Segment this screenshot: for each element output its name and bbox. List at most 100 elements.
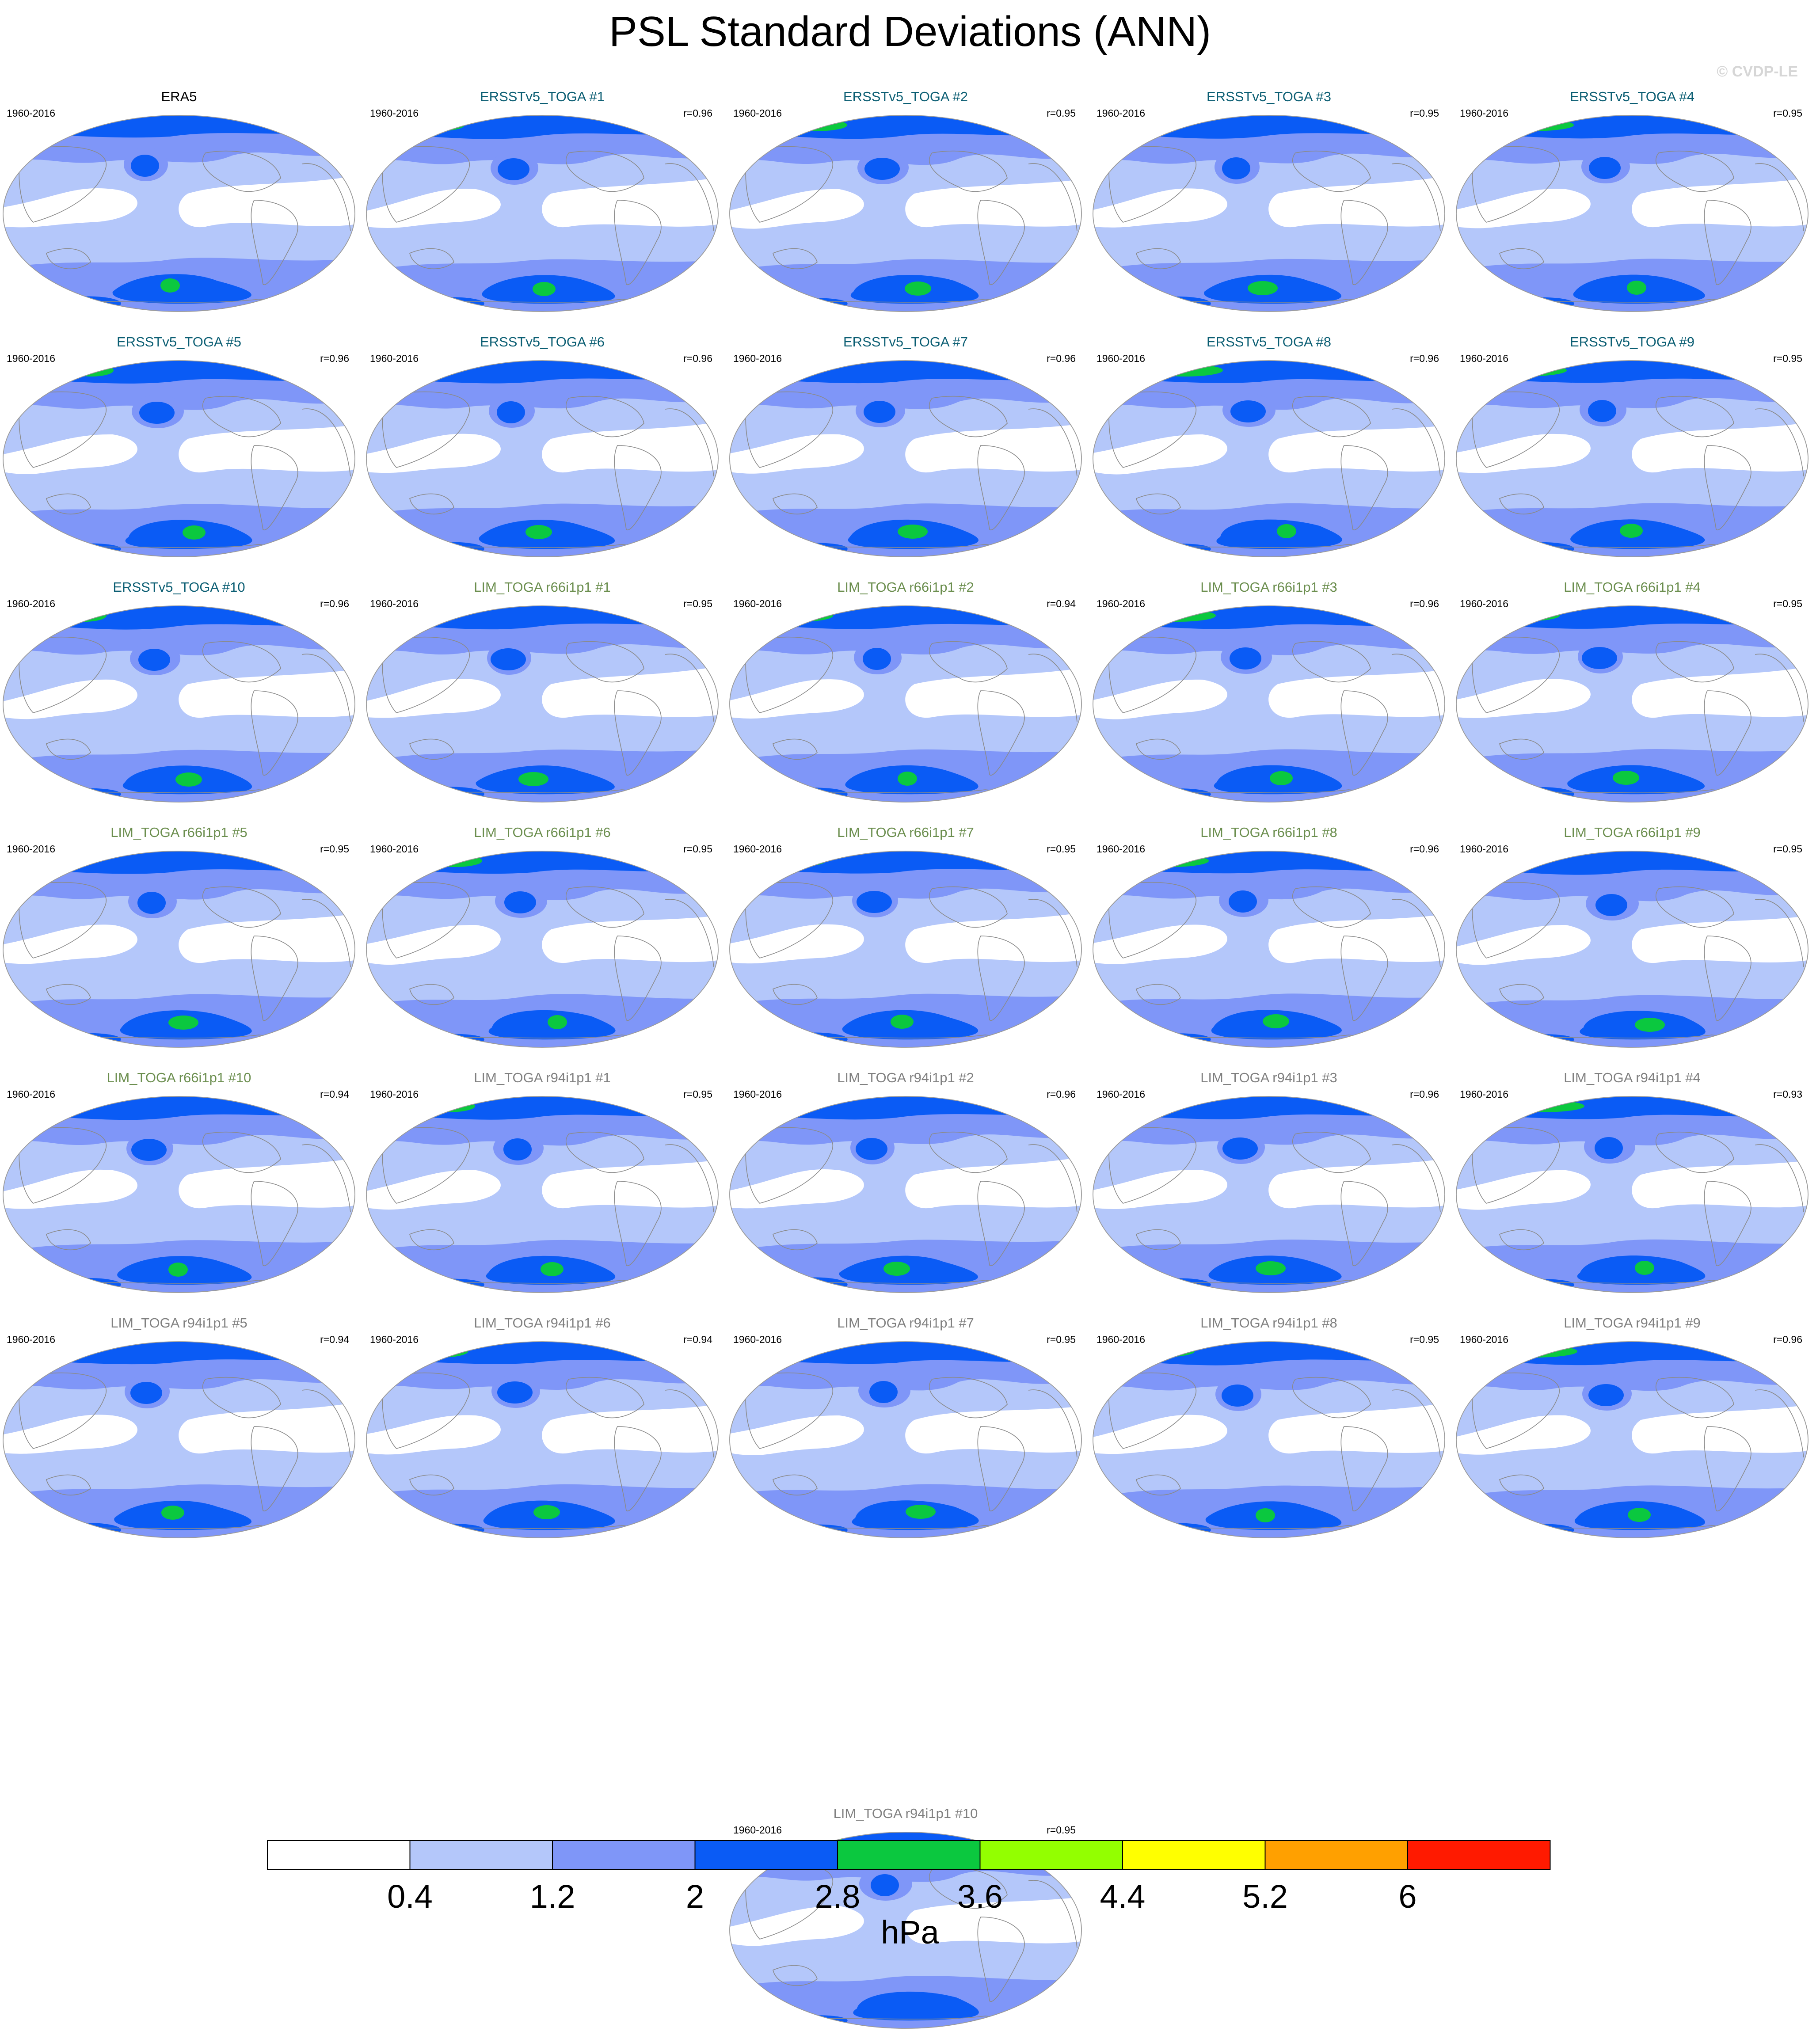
map-field <box>3 1342 355 1538</box>
panel-title: LIM_TOGA r94i1p1 #4 <box>1564 1070 1701 1085</box>
map-border <box>729 1341 1082 1538</box>
map-panel: LIM_TOGA r66i1p1 #1 1960-2016 r=0.95 <box>363 579 721 809</box>
field-level-2-2.8 <box>1582 647 1617 669</box>
coastline <box>1755 899 1804 967</box>
panel-correlation: r=0.95 <box>320 843 349 855</box>
coastline <box>1472 882 1560 959</box>
panel-correlation: r=0.96 <box>1410 598 1439 609</box>
coastline <box>382 391 470 468</box>
map-border <box>3 115 355 312</box>
field-level-0-0.4 <box>1632 1405 1808 1454</box>
map-field <box>1456 1342 1808 1538</box>
coastline <box>614 1181 662 1267</box>
panel-title: ERSSTv5_TOGA #9 <box>1570 334 1694 350</box>
map-plot <box>1456 360 1809 557</box>
field-level-0-0.4 <box>1632 1160 1808 1209</box>
coastline <box>1340 690 1388 776</box>
panel-title: LIM_TOGA r94i1p1 #9 <box>1564 1315 1701 1331</box>
field-level-0-0.4 <box>1456 679 1591 718</box>
map-panel: LIM_TOGA r66i1p1 #4 1960-2016 r=0.95 <box>1453 579 1811 809</box>
panel-correlation: r=0.95 <box>683 1088 712 1100</box>
field-level-2-2.8 <box>1595 1137 1623 1159</box>
map-border <box>366 360 719 557</box>
coastline <box>1028 408 1078 477</box>
panel-period: 1960-2016 <box>733 843 782 855</box>
map-panel: LIM_TOGA r66i1p1 #6 1960-2016 r=0.95 <box>363 824 721 1054</box>
panel-period: 1960-2016 <box>733 1824 782 1836</box>
panel-title: ERSSTv5_TOGA #2 <box>843 89 968 104</box>
map-panel: LIM_TOGA r94i1p1 #5 1960-2016 r=0.94 <box>0 1315 358 1544</box>
map-field <box>366 1342 718 1538</box>
field-level-2-2.8 <box>1146 788 1211 802</box>
field-level-2.8-3.6 <box>1613 771 1639 785</box>
map-field <box>730 1832 1081 2028</box>
field-level-0-0.4 <box>3 434 137 475</box>
coastline <box>409 738 454 760</box>
coastline <box>202 396 281 437</box>
coastline <box>1704 936 1751 1021</box>
coastline <box>745 636 834 713</box>
field-level-2-2.8 <box>1509 297 1574 312</box>
field-level-0-0.4 <box>730 434 864 474</box>
field-level-2-2.8 <box>3 361 355 384</box>
map-panel: LIM_TOGA r66i1p1 #5 1960-2016 r=0.95 <box>0 824 358 1054</box>
field-level-2-2.8 <box>1588 1384 1624 1406</box>
coastline <box>409 493 454 515</box>
field-level-2-2.8 <box>366 1096 718 1120</box>
coastline <box>46 493 91 515</box>
field-level-0-0.4 <box>542 1160 718 1209</box>
panel-period: 1960-2016 <box>1097 107 1145 119</box>
coastline <box>773 248 818 270</box>
field-level-2-2.8 <box>131 155 159 177</box>
colorbar-box <box>1264 1840 1408 1870</box>
field-level-0-0.4 <box>905 1406 1081 1454</box>
field-level-0-0.4 <box>366 189 501 228</box>
coastline <box>1704 690 1751 776</box>
field-level-0-0.4 <box>730 924 864 964</box>
coastline <box>1656 886 1734 928</box>
field-level-2-2.8 <box>1146 544 1211 557</box>
map-field <box>730 115 1081 312</box>
panel-title: LIM_TOGA r66i1p1 #6 <box>474 825 611 840</box>
map-plot <box>366 115 719 312</box>
map-border <box>1093 1096 1445 1293</box>
map-panel: LIM_TOGA r66i1p1 #10 1960-2016 r=0.94 <box>0 1069 358 1299</box>
field-level-2-2.8 <box>138 649 170 671</box>
field-level-2-2.8 <box>1093 1096 1445 1119</box>
coastline <box>1391 408 1441 477</box>
coastline <box>1656 150 1734 192</box>
map-plot <box>729 115 1082 312</box>
field-level-0-0.4 <box>3 188 137 228</box>
field-level-2-2.8 <box>491 648 526 670</box>
coastline <box>1108 882 1197 959</box>
coastline <box>46 1229 91 1251</box>
coastline <box>745 391 834 468</box>
panel-period: 1960-2016 <box>1460 107 1508 119</box>
field-level-2-2.8 <box>1588 400 1616 422</box>
map-panel: ERSSTv5_TOGA #2 1960-2016 r=0.95 <box>727 88 1085 318</box>
panel-correlation: r=0.95 <box>1410 1334 1439 1345</box>
map-field <box>1456 851 1808 1047</box>
field-level-0-0.4 <box>1632 916 1808 963</box>
map-plot <box>1456 605 1809 803</box>
coastline <box>1755 408 1804 477</box>
map-field <box>3 606 355 802</box>
field-level-2.8-3.6 <box>1256 1261 1286 1275</box>
field-level-0-0.4 <box>179 425 355 473</box>
map-border <box>1093 605 1445 803</box>
coastline <box>202 1377 281 1419</box>
field-level-2-2.8 <box>1456 1096 1808 1119</box>
field-level-2-2.8 <box>1456 1342 1808 1366</box>
coastline <box>1108 1127 1197 1204</box>
coastline <box>1292 396 1371 437</box>
coastline <box>46 738 91 760</box>
field-level-2-2.8 <box>1093 361 1445 383</box>
map-field <box>1093 851 1445 1047</box>
panel-correlation: r=0.95 <box>1047 1824 1076 1836</box>
coastline <box>301 899 351 967</box>
field-level-2-2.8 <box>1229 890 1257 913</box>
field-level-0-0.4 <box>1632 422 1808 473</box>
field-level-2.8-3.6 <box>541 1262 564 1276</box>
panel-correlation: r=0.96 <box>1047 1088 1076 1100</box>
panel-title: ERSSTv5_TOGA #5 <box>117 334 241 350</box>
